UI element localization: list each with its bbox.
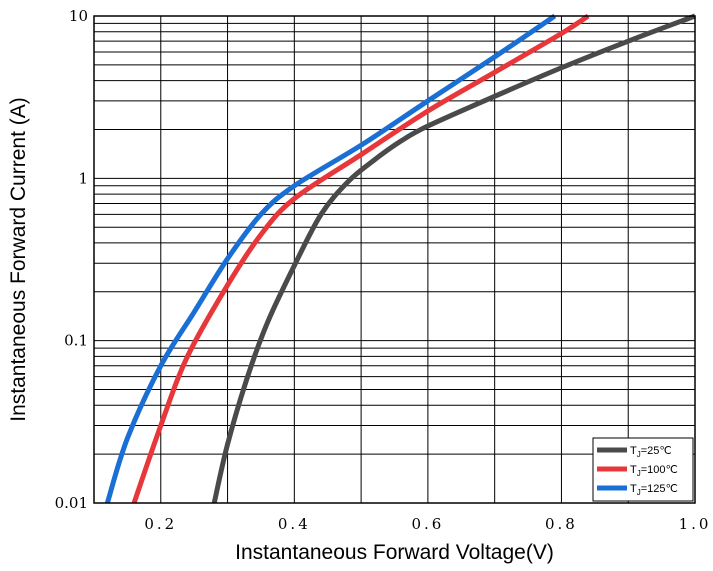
series-line-1 — [131, 13, 590, 504]
x-tick-label: 1.0 — [679, 515, 712, 533]
x-tick-labels: 0.2 0.4 0.6 0.8 1.0 — [144, 515, 712, 533]
x-tick-label: 0.6 — [411, 515, 444, 533]
y-tick-labels: 0.01 0.1 1 10 — [55, 7, 88, 512]
y-tick-label: 1 — [78, 169, 88, 187]
x-tick-label: 0.8 — [545, 515, 578, 533]
legend-label-0: TJ=25℃ — [630, 445, 672, 459]
y-tick-label: 10 — [69, 7, 88, 25]
y-tick-label: 0.01 — [55, 494, 88, 512]
series-line-0 — [211, 13, 696, 504]
series-lines — [104, 13, 696, 504]
x-tick-label: 0.4 — [278, 515, 311, 533]
legend: TJ=25℃ TJ=100℃ TJ=125℃ — [592, 437, 694, 502]
plot-frame — [93, 15, 696, 504]
x-tick-label: 0.2 — [144, 515, 177, 533]
series-line-2 — [104, 13, 557, 504]
y-axis-title: Instantaneous Forward Current (A) — [7, 97, 30, 421]
grid — [94, 16, 695, 503]
y-tick-label: 0.1 — [64, 332, 88, 350]
x-axis-title: Instantaneous Forward Voltage(V) — [235, 541, 554, 564]
legend-label-2: TJ=125℃ — [630, 483, 678, 497]
legend-label-1: TJ=100℃ — [630, 464, 678, 478]
